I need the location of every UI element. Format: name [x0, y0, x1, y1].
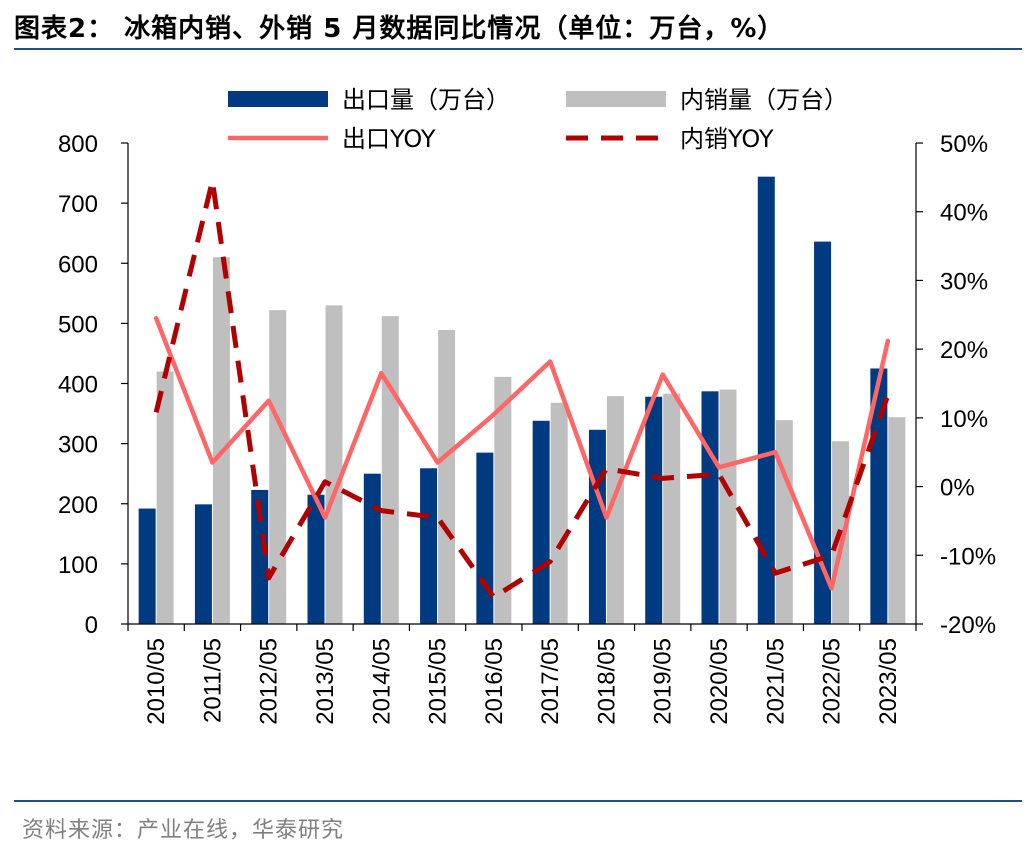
- left-tick-label: 500: [58, 311, 98, 338]
- x-tick-label: 2022/05: [819, 638, 846, 725]
- x-tick-label: 2013/05: [312, 638, 339, 725]
- bar-domestic: [550, 402, 568, 624]
- source-note: 资料来源：产业在线，华泰研究: [22, 818, 345, 843]
- left-tick-label: 200: [58, 492, 98, 519]
- legend-label-export-bar: 出口量（万台）: [342, 86, 510, 114]
- bar-export: [251, 489, 269, 624]
- legend-label-export-yoy: 出口YOY: [342, 125, 436, 153]
- x-tick-label: 2020/05: [706, 638, 733, 725]
- bar-export: [814, 241, 832, 625]
- bar-domestic: [212, 257, 230, 624]
- bar-domestic: [775, 420, 793, 624]
- bar-export: [194, 504, 212, 624]
- chart-title: 图表2： 冰箱内销、外销 5 月数据同比情况（单位：万台，%）: [14, 14, 785, 44]
- left-tick-label: 0: [85, 612, 98, 639]
- right-tick-label: 10%: [940, 406, 988, 433]
- x-tick-label: 2016/05: [481, 638, 508, 725]
- bar-export: [532, 420, 550, 624]
- bar-export: [363, 473, 381, 624]
- right-tick-label: 20%: [940, 337, 988, 364]
- source-rule: [14, 800, 1022, 802]
- legend-swatch-export-bar: [228, 91, 328, 107]
- legend-label-domestic-yoy: 内销YOY: [680, 125, 774, 153]
- bar-export: [476, 452, 494, 624]
- bar-domestic: [156, 371, 174, 624]
- line-domestic-yoy: [153, 178, 891, 600]
- left-tick-label: 100: [58, 552, 98, 579]
- bar-domestic: [663, 393, 681, 624]
- x-tick-label: 2015/05: [425, 638, 452, 725]
- left-tick-label: 300: [58, 432, 98, 459]
- bar-domestic: [325, 305, 343, 624]
- x-tick-label: 2019/05: [650, 638, 677, 725]
- bar-domestic: [888, 417, 906, 624]
- x-tick-label: 2017/05: [537, 638, 564, 725]
- right-tick-label: -20%: [940, 612, 996, 639]
- bar-export: [645, 396, 663, 624]
- x-tick-label: 2011/05: [199, 638, 226, 723]
- title-rule: [14, 48, 1022, 50]
- right-tick-label: 40%: [940, 200, 988, 227]
- bar-export: [138, 508, 156, 624]
- left-tick-label: 700: [58, 191, 98, 218]
- combo-chart: 0 100 200 300 400 500 600 700 800 -20% -10% 0% 10% 20…: [58, 86, 996, 725]
- bar-export: [757, 176, 775, 625]
- legend-label-domestic-bar: 内销量（万台）: [680, 86, 848, 114]
- legend-swatch-domestic-bar: [566, 91, 666, 107]
- x-tick-label: 2010/05: [143, 638, 170, 725]
- x-tick-label: 2012/05: [256, 638, 283, 725]
- bar-export: [588, 429, 606, 624]
- bar-domestic: [606, 396, 624, 624]
- right-tick-label: 30%: [940, 268, 988, 295]
- right-tick-label: 50%: [940, 131, 988, 158]
- right-tick-label: -10%: [940, 543, 996, 570]
- right-tick-label: 0%: [940, 475, 975, 502]
- bar-domestic: [269, 310, 287, 624]
- x-tick-label: 2018/05: [593, 638, 620, 725]
- bar-export: [420, 468, 438, 624]
- bar-export: [307, 494, 325, 624]
- left-tick-label: 600: [58, 251, 98, 278]
- line-export-yoy: [153, 315, 891, 591]
- left-tick-label: 800: [58, 131, 98, 158]
- left-tick-label: 400: [58, 372, 98, 399]
- bar-domestic: [438, 329, 456, 624]
- bar-export: [701, 391, 719, 624]
- x-tick-label: 2021/05: [762, 638, 789, 725]
- bar-domestic: [719, 389, 737, 624]
- bar-domestic: [494, 376, 512, 624]
- x-tick-label: 2014/05: [368, 638, 395, 725]
- x-tick-label: 2023/05: [875, 638, 902, 725]
- bar-domestic: [381, 316, 399, 624]
